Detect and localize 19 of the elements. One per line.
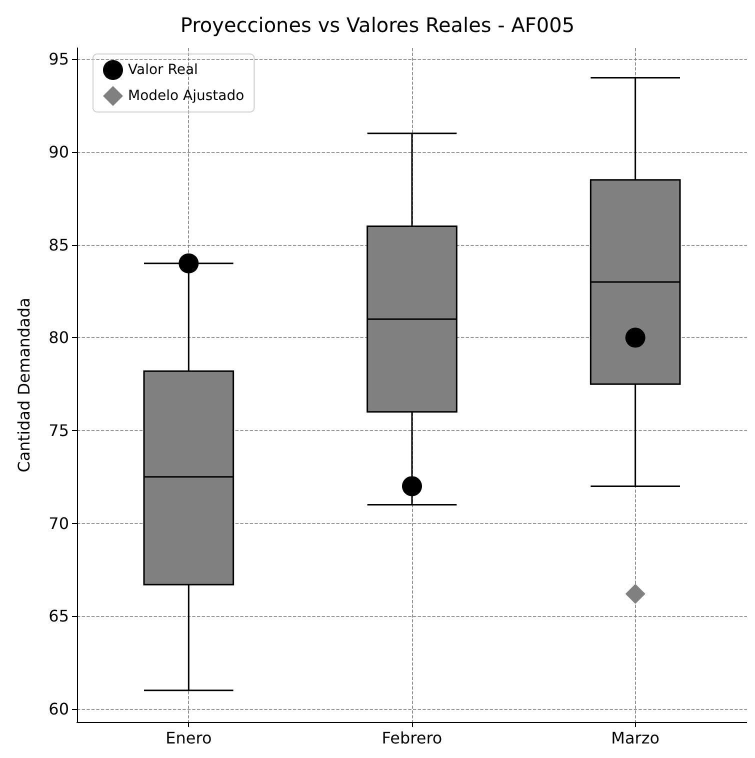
x-tick-label: Enero bbox=[166, 728, 212, 748]
point bbox=[402, 476, 422, 496]
y-tick-label: 70 bbox=[48, 514, 69, 533]
y-tick-label: 90 bbox=[48, 142, 69, 162]
point bbox=[625, 328, 646, 348]
x-tick-label: Febrero bbox=[382, 728, 442, 748]
legend-label: Valor Real bbox=[128, 62, 198, 78]
y-tick-label: 95 bbox=[48, 50, 69, 69]
legend-label: Modelo Ajustado bbox=[128, 88, 244, 104]
y-axis-title: Cantidad Demandada bbox=[14, 298, 34, 472]
y-tick-label: 80 bbox=[48, 328, 69, 348]
chart-title: Proyecciones vs Valores Reales - AF005 bbox=[180, 13, 575, 37]
point bbox=[178, 253, 199, 274]
y-tick-label: 85 bbox=[48, 235, 69, 254]
y-tick-label: 75 bbox=[48, 420, 69, 440]
x-tick-label: Marzo bbox=[611, 728, 660, 748]
y-tick-label: 65 bbox=[48, 606, 69, 626]
point bbox=[625, 584, 646, 604]
y-tick-label: 60 bbox=[48, 700, 69, 719]
